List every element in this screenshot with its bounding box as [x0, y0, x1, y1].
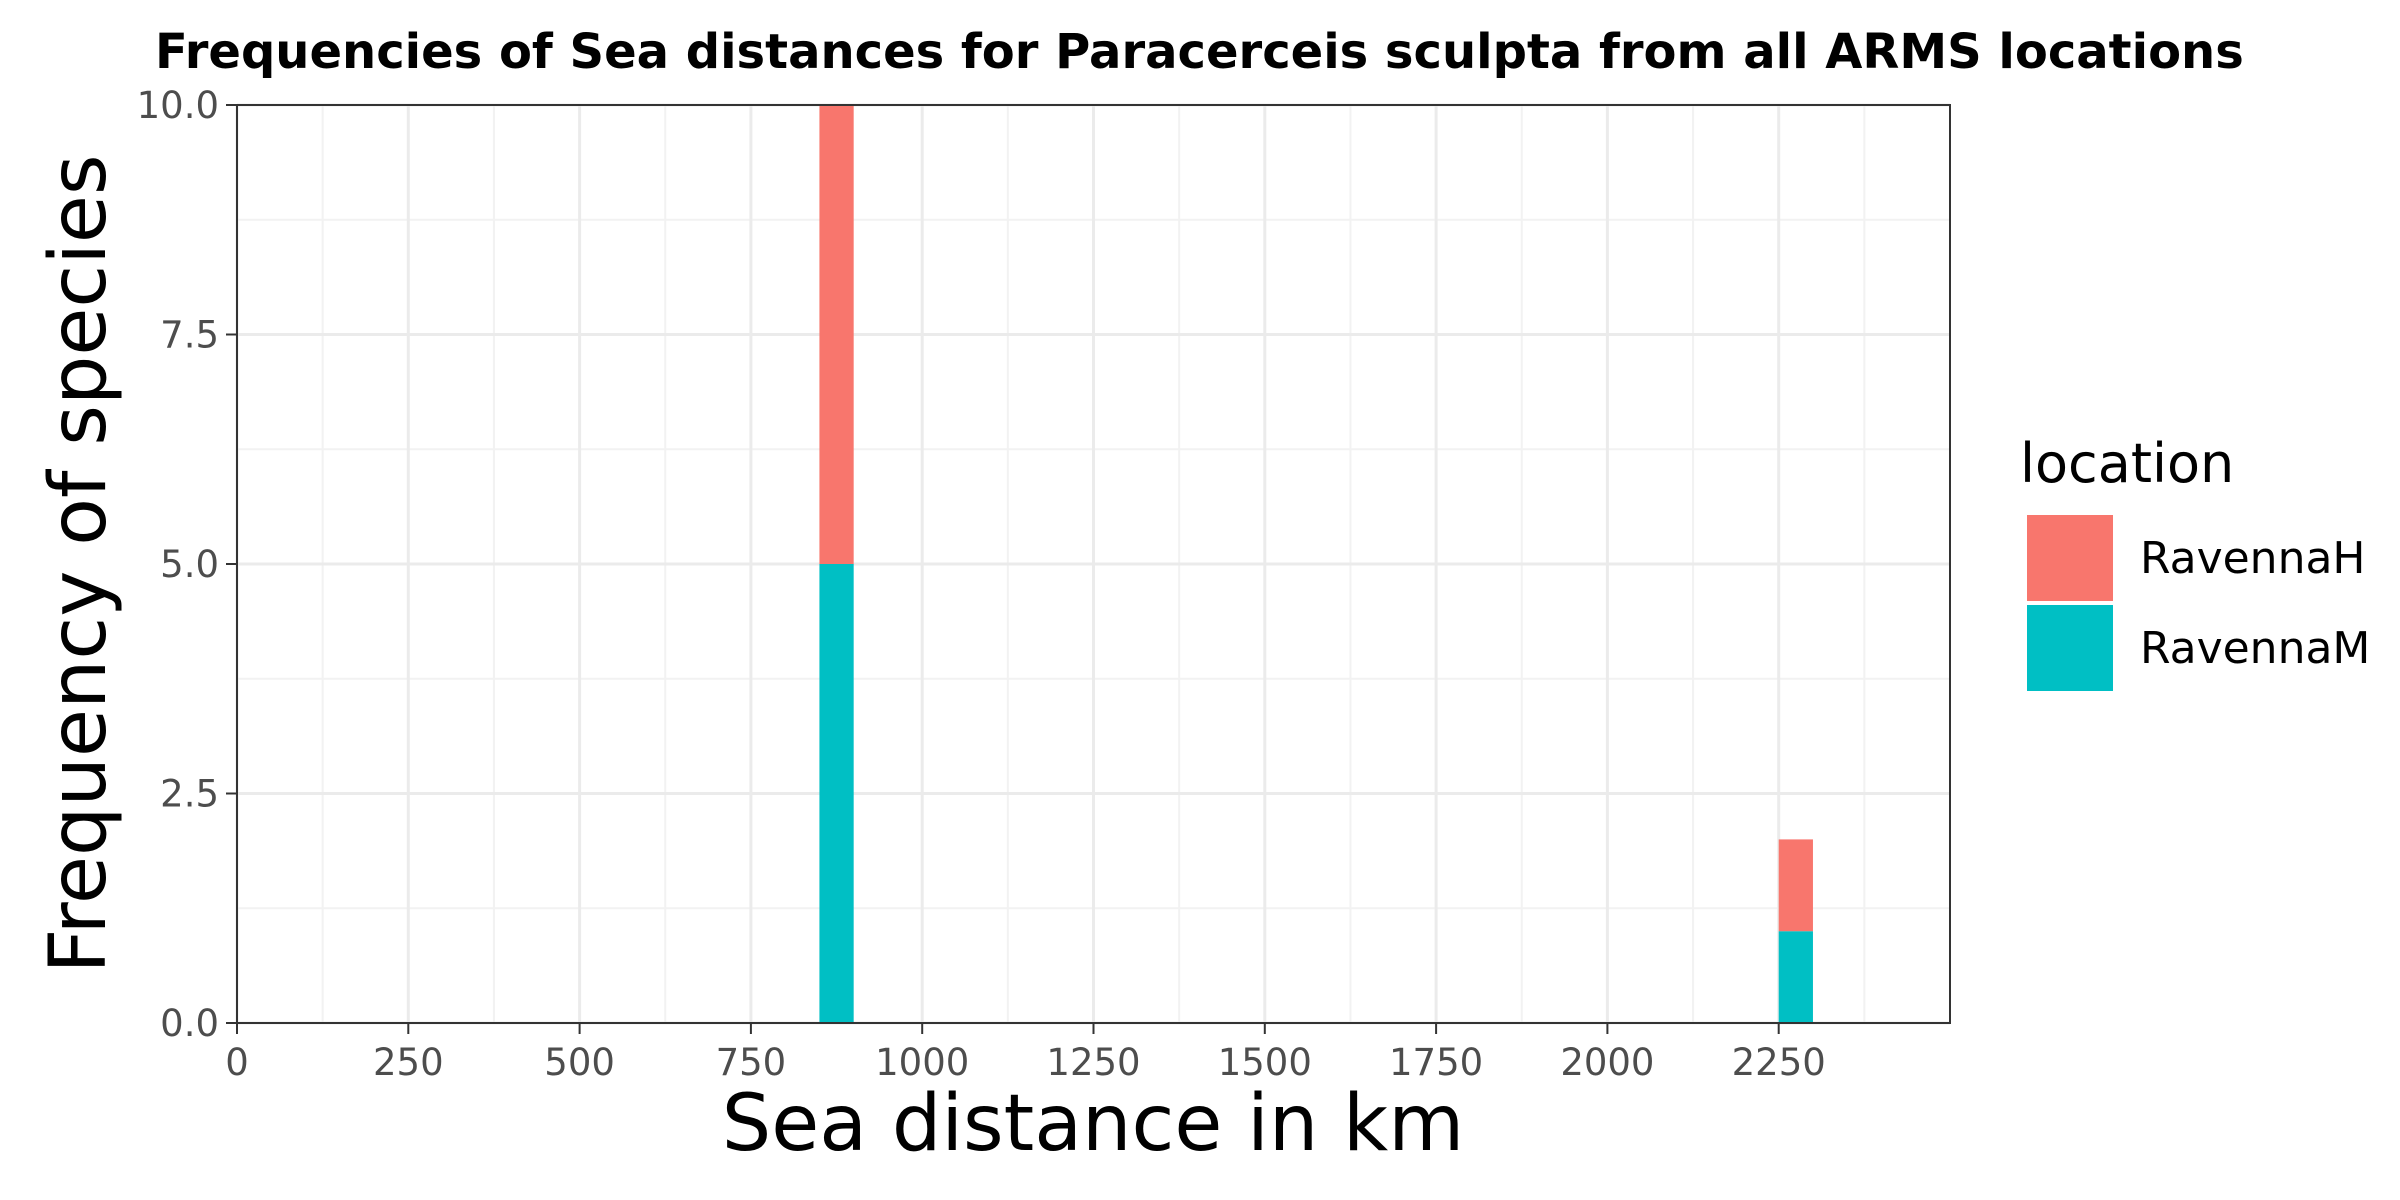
y-axis-title: Frequency of species [34, 154, 124, 973]
x-tick-label: 1500 [1218, 1041, 1312, 1084]
grid-lines [235, 103, 1950, 1025]
legend-title: location [2020, 432, 2234, 495]
legend-label-ravennah: RavennaH [2140, 533, 2366, 584]
bar-ravennam [819, 564, 854, 1023]
x-tick-label: 1000 [875, 1041, 969, 1084]
x-axis: 0 250 500 750 1000 1250 1500 1750 2000 2250 [225, 1023, 1826, 1084]
x-tick-label: 500 [544, 1041, 615, 1084]
bar-ravennam [1778, 931, 1813, 1023]
bars [819, 105, 1813, 1023]
chart-title: Frequencies of Sea distances for Paracer… [155, 24, 2244, 80]
y-tick-label: 5.0 [160, 543, 219, 586]
x-tick-label: 1750 [1389, 1041, 1483, 1084]
bar-ravennah [819, 105, 854, 564]
legend-label-ravennam: RavennaM [2140, 623, 2370, 674]
legend: location RavennaH RavennaM [2020, 432, 2370, 691]
y-tick-label: 10.0 [137, 84, 219, 127]
x-tick-label: 2000 [1560, 1041, 1654, 1084]
x-axis-title: Sea distance in km [722, 1079, 1464, 1169]
x-tick-label: 1250 [1046, 1041, 1140, 1084]
x-tick-label: 250 [373, 1041, 444, 1084]
legend-key-ravennam [2027, 605, 2113, 691]
bar-ravennah [1778, 839, 1813, 932]
y-tick-label: 2.5 [160, 773, 219, 816]
x-tick-label: 0 [225, 1041, 249, 1084]
y-tick-label: 7.5 [160, 314, 219, 357]
legend-key-ravennah [2027, 515, 2113, 601]
x-tick-label: 2250 [1732, 1041, 1826, 1084]
y-axis: 0.0 2.5 5.0 7.5 10.0 [137, 84, 237, 1045]
x-tick-label: 750 [716, 1041, 787, 1084]
y-tick-label: 0.0 [160, 1002, 219, 1045]
